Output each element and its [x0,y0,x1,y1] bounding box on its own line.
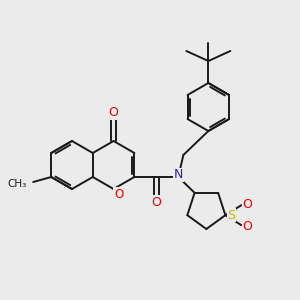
Text: O: O [242,220,252,233]
Text: O: O [242,198,252,211]
Text: O: O [152,196,161,208]
Text: CH₃: CH₃ [7,179,26,189]
Text: O: O [109,106,118,119]
Text: N: N [174,169,183,182]
Text: O: O [114,188,123,200]
Text: S: S [227,209,236,222]
